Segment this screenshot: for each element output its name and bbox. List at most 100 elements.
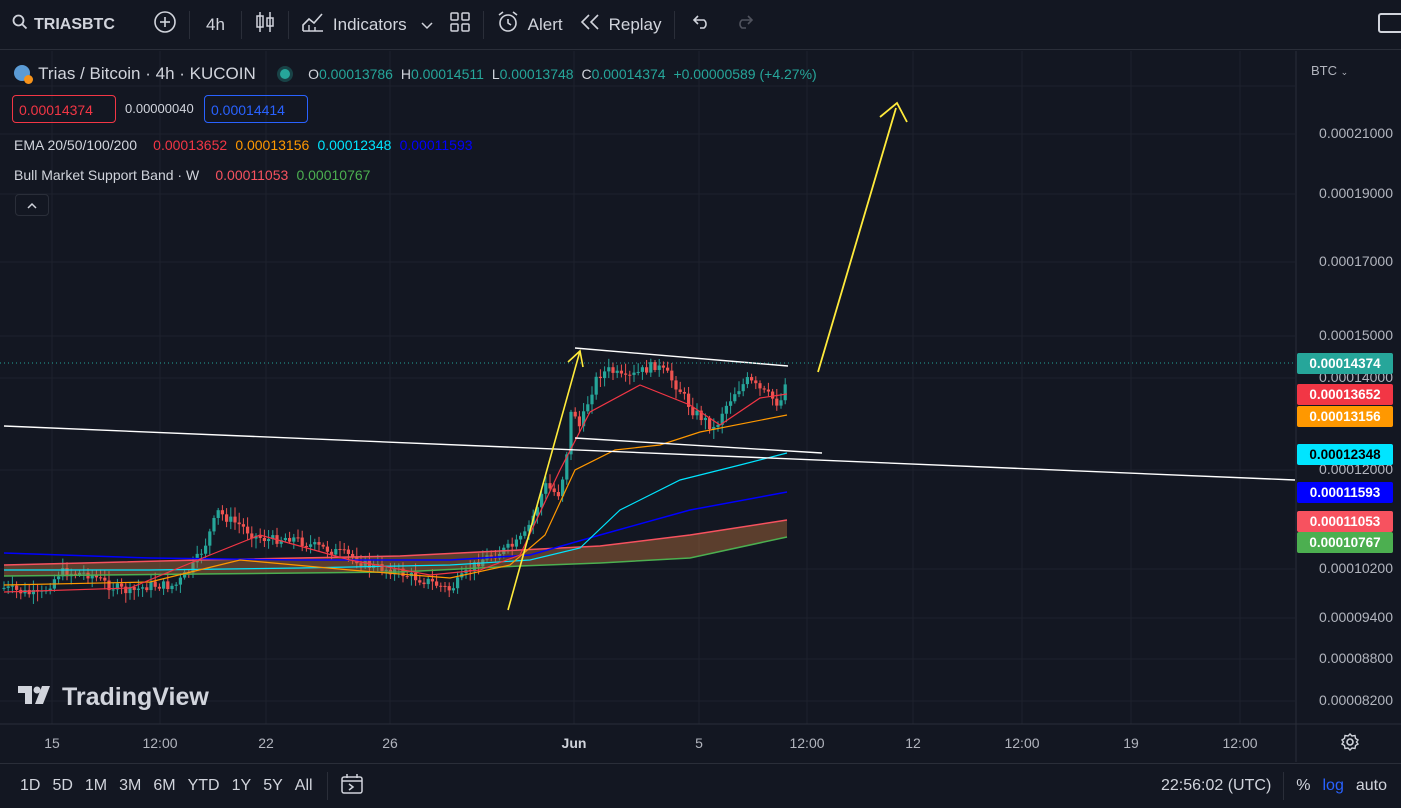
buy-button[interactable]: 0.00014414 <box>204 95 308 123</box>
support-band-upper-line <box>3 519 788 566</box>
candle-body <box>594 376 598 395</box>
candle-body <box>115 583 119 590</box>
time-axis-label: Jun <box>561 735 587 751</box>
symbol-search[interactable]: TRIASBTC <box>0 7 145 43</box>
separator <box>673 10 675 39</box>
range-button-all[interactable]: All <box>294 777 313 794</box>
candle-body <box>775 398 779 406</box>
redo-icon <box>735 14 755 35</box>
candle-body <box>250 533 254 539</box>
candle-body <box>745 377 749 385</box>
auto-toggle[interactable]: auto <box>1355 777 1387 794</box>
candle-body <box>351 553 355 558</box>
breakout-arrowhead <box>879 101 908 123</box>
price-axis-label: 0.00010200 <box>1319 560 1393 576</box>
range-button-1d[interactable]: 1D <box>20 777 41 794</box>
collapse-legend-button[interactable] <box>15 194 49 216</box>
replay-button[interactable]: Replay <box>571 7 670 43</box>
price-tag: 0.00012348 <box>1297 444 1393 465</box>
indicators-label: Indicators <box>332 14 407 34</box>
support-band-fill <box>4 520 787 576</box>
time-axis-label: 22 <box>258 735 274 751</box>
symbol-label: TRIASBTC <box>34 15 115 33</box>
candle-body <box>687 393 691 407</box>
candle-body <box>120 583 124 587</box>
candle-body <box>716 424 720 427</box>
candle-body <box>477 562 481 567</box>
percent-toggle[interactable]: % <box>1296 777 1311 794</box>
candle-body <box>78 572 82 575</box>
interval-button[interactable]: 4h <box>206 14 225 34</box>
candle-body <box>128 587 132 594</box>
candle-body <box>204 545 208 554</box>
ema-label: EMA 20/50/100/200 <box>14 137 137 153</box>
watermark-text: TradingView <box>62 683 209 711</box>
candle-body <box>216 510 220 518</box>
spread-value: 0.00000040 <box>125 101 194 116</box>
candle-body <box>31 590 35 595</box>
range-button-1m[interactable]: 1M <box>84 777 108 794</box>
chart-settings-button[interactable] <box>1340 732 1360 757</box>
alert-button[interactable]: Alert <box>488 7 571 43</box>
layouts-button[interactable] <box>441 7 479 43</box>
candle-body <box>598 376 602 379</box>
range-button-5y[interactable]: 5Y <box>263 777 283 794</box>
low-label: L <box>491 66 500 82</box>
candle-body <box>384 569 388 572</box>
candle-body <box>766 389 770 392</box>
log-toggle[interactable]: log <box>1322 777 1344 794</box>
chart-type-button[interactable] <box>246 7 284 43</box>
candle-body <box>157 586 161 589</box>
candle-body <box>246 526 250 534</box>
separator <box>482 10 484 39</box>
range-button-5d[interactable]: 5D <box>52 777 73 794</box>
price-tag: 0.00010767 <box>1297 532 1393 553</box>
candle-body <box>61 567 65 577</box>
candle-body <box>573 411 577 417</box>
indicators-icon <box>301 11 325 38</box>
candle-body <box>346 549 350 554</box>
range-button-3m[interactable]: 3M <box>119 777 142 794</box>
compare-button[interactable] <box>145 7 185 43</box>
range-button-6m[interactable]: 6M <box>153 777 176 794</box>
high-label: H <box>400 66 411 82</box>
range-button-1y[interactable]: 1Y <box>231 777 252 794</box>
utc-clock[interactable]: 22:56:02 (UTC) <box>1161 777 1272 794</box>
close-value: 0.00014374 <box>591 66 666 82</box>
candle-body <box>271 535 275 540</box>
candle-body <box>695 410 699 416</box>
replay-label: Replay <box>608 14 662 34</box>
currency-selector[interactable]: BTC ⌄ <box>1311 63 1348 78</box>
price-chart[interactable] <box>0 0 1401 763</box>
currency-label: BTC <box>1311 63 1337 78</box>
range-buttons: 1D 5D 1M 3M 6M YTD 1Y 5Y All <box>0 777 319 795</box>
candle-body <box>741 384 745 392</box>
candle-body <box>212 517 216 532</box>
range-button-ytd[interactable]: YTD <box>187 777 220 794</box>
candle-body <box>418 580 422 583</box>
tradingview-watermark[interactable]: TradingView <box>18 683 209 712</box>
date-range-button[interactable] <box>340 773 364 800</box>
sell-button[interactable]: 0.00014374 <box>12 95 116 123</box>
candle-body <box>661 365 665 368</box>
candle-body <box>220 510 224 515</box>
fullscreen-button[interactable] <box>1378 13 1401 33</box>
candle-body <box>561 479 565 497</box>
time-axis-label: 12:00 <box>1222 735 1258 751</box>
candle-body <box>292 537 296 542</box>
bottom-bar: 1D 5D 1M 3M 6M YTD 1Y 5Y All 22:56:02 (UTC) % lo… <box>0 763 1401 808</box>
redo-button[interactable] <box>723 7 767 43</box>
candle-body <box>99 577 103 579</box>
time-axis-label: 12:00 <box>789 735 825 751</box>
candle-body <box>321 544 325 547</box>
price-tag: 0.00013652 <box>1297 384 1393 405</box>
indicators-button[interactable]: Indicators <box>293 7 441 43</box>
undo-button[interactable] <box>679 7 723 43</box>
candle-body <box>439 585 443 587</box>
gear-icon <box>1340 733 1360 756</box>
candle-body <box>317 542 321 545</box>
candle-body <box>325 546 329 552</box>
candle-body <box>48 588 52 591</box>
candle-body <box>430 578 434 582</box>
undo-icon <box>691 14 711 35</box>
